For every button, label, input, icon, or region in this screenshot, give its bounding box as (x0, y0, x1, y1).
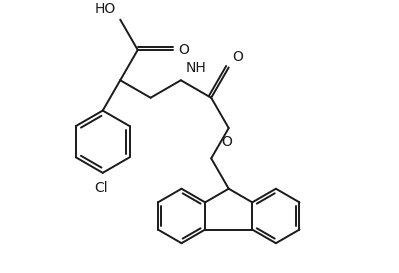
Text: HO: HO (95, 2, 117, 16)
Text: O: O (233, 49, 243, 64)
Text: NH: NH (186, 61, 207, 75)
Text: O: O (179, 43, 190, 57)
Text: Cl: Cl (94, 181, 108, 195)
Text: O: O (221, 135, 232, 149)
